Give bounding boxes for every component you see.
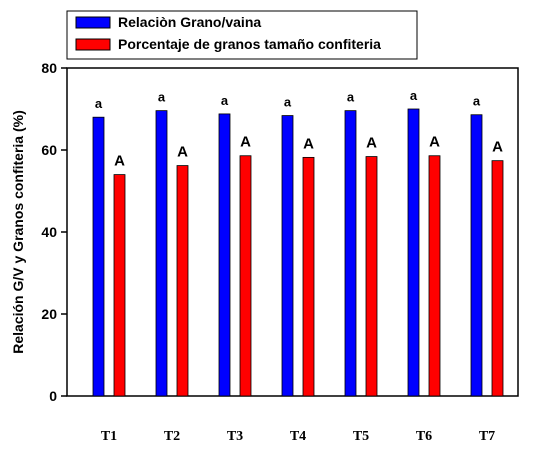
- bar-T4-series-2: [302, 156, 315, 397]
- bar-label-T1-series-2: A: [114, 153, 125, 170]
- bar-T5-series-2: [365, 156, 378, 397]
- bar-T2-series-1: [155, 110, 168, 397]
- y-tick-label: 0: [49, 388, 57, 404]
- bar-label-T5-series-2: A: [366, 135, 377, 152]
- y-tick-label: 80: [41, 60, 57, 76]
- legend-swatch-series-1: [75, 16, 111, 29]
- bar-T7-series-1: [470, 114, 483, 397]
- x-tick-label: T4: [290, 429, 306, 444]
- bar-label-T7-series-2: A: [492, 139, 503, 156]
- x-axis: T1 T2 T3 T4 T5 T6 T7: [101, 429, 495, 444]
- y-tick-label: 40: [41, 224, 57, 240]
- y-axis: 0 20 40 60 80: [41, 60, 67, 404]
- x-tick-label: T1: [101, 429, 117, 444]
- legend-label-series-2: Porcentaje de granos tamaño confiteria: [118, 36, 381, 52]
- bar-label-T7-series-1: a: [473, 94, 481, 109]
- bar-T3-series-2: [239, 155, 252, 397]
- bar-T6-series-1: [407, 108, 420, 397]
- y-axis-label: Relación G/V y Granos confiteria (%): [10, 110, 26, 354]
- y-tick-label: 20: [41, 306, 57, 322]
- bar-label-T4-series-2: A: [303, 135, 314, 152]
- bar-T6-series-2: [428, 155, 441, 397]
- bar-label-T6-series-1: a: [410, 88, 418, 103]
- bar-label-T2-series-2: A: [177, 144, 188, 161]
- legend-box: [66, 10, 418, 60]
- x-tick-label: T7: [479, 429, 495, 444]
- legend: Relaciòn Grano/vaina Porcentaje de grano…: [66, 10, 418, 60]
- bar-T5-series-1: [344, 110, 357, 397]
- bar-T7-series-2: [491, 160, 504, 397]
- bar-labels: a Aa Aa Aa Aa Aa Aa A: [95, 88, 503, 170]
- legend-swatch-series-2: [75, 38, 111, 51]
- bar-label-T3-series-2: A: [240, 134, 251, 151]
- bars: [92, 108, 504, 397]
- x-tick-label: T3: [227, 429, 243, 444]
- x-tick-label: T5: [353, 429, 369, 444]
- bar-label-T5-series-1: a: [347, 90, 355, 105]
- x-tick-label: T2: [164, 429, 180, 444]
- bar-label-T3-series-1: a: [221, 93, 229, 108]
- bar-label-T2-series-1: a: [158, 90, 166, 105]
- legend-label-series-1: Relaciòn Grano/vaina: [118, 14, 261, 30]
- bar-T3-series-1: [218, 113, 231, 397]
- bar-T1-series-2: [113, 174, 126, 397]
- bar-label-T1-series-1: a: [95, 96, 103, 111]
- y-tick-label: 60: [41, 142, 57, 158]
- bar-T1-series-1: [92, 116, 105, 397]
- x-tick-label: T6: [416, 429, 432, 444]
- bar-T2-series-2: [176, 165, 189, 397]
- bar-label-T4-series-1: a: [284, 95, 292, 110]
- bar-label-T6-series-2: A: [429, 134, 440, 151]
- bar-T4-series-1: [281, 115, 294, 397]
